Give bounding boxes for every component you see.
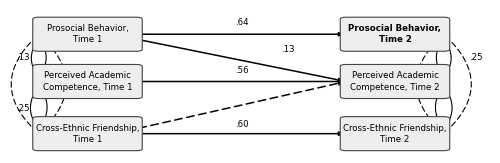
Text: .13: .13	[280, 45, 294, 54]
FancyBboxPatch shape	[32, 17, 142, 51]
Text: Prosocial Behavior,
Time 2: Prosocial Behavior, Time 2	[348, 24, 442, 44]
Text: .64: .64	[234, 17, 248, 27]
Text: .25: .25	[469, 53, 483, 62]
Text: .13: .13	[16, 53, 30, 62]
FancyBboxPatch shape	[340, 17, 450, 51]
Text: Prosocial Behavior,
Time 1: Prosocial Behavior, Time 1	[46, 24, 128, 44]
FancyBboxPatch shape	[32, 65, 142, 98]
Text: .25: .25	[16, 104, 30, 113]
Text: Perceived Academic
Competence, Time 1: Perceived Academic Competence, Time 1	[42, 71, 132, 92]
Text: Cross-Ethnic Friendship,
Time 2: Cross-Ethnic Friendship, Time 2	[343, 124, 447, 144]
FancyBboxPatch shape	[32, 117, 142, 151]
Text: Cross-Ethnic Friendship,
Time 1: Cross-Ethnic Friendship, Time 1	[36, 124, 139, 144]
Text: .56: .56	[234, 66, 248, 75]
FancyBboxPatch shape	[340, 117, 450, 151]
Text: Perceived Academic
Competence, Time 2: Perceived Academic Competence, Time 2	[350, 71, 440, 92]
FancyBboxPatch shape	[340, 65, 450, 98]
Text: .60: .60	[234, 120, 248, 129]
